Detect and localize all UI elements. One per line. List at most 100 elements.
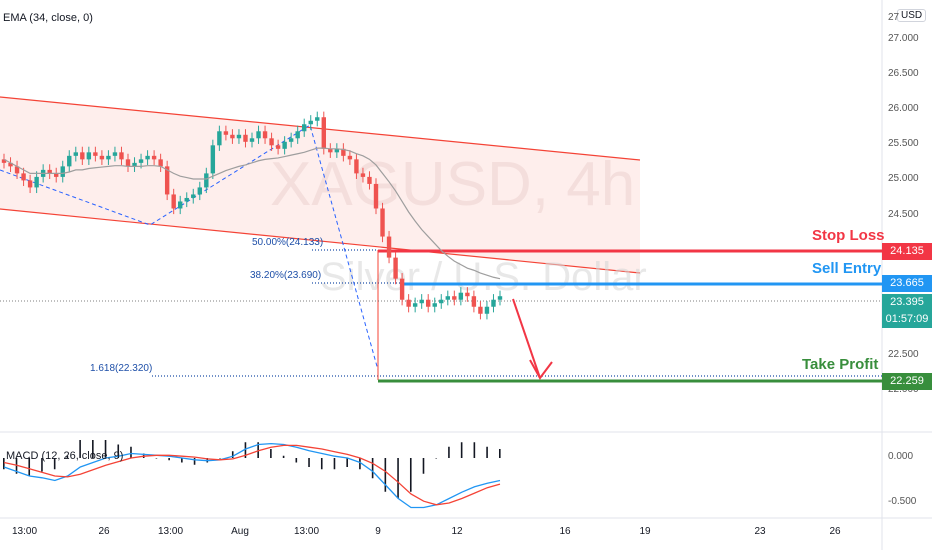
candle-body[interactable]: [426, 299, 431, 307]
candle-body[interactable]: [302, 124, 307, 132]
candle-body[interactable]: [73, 152, 78, 156]
candle-body[interactable]: [27, 180, 33, 188]
parallel-channel-fill[interactable]: [0, 97, 640, 273]
macd-histogram-bar: [460, 442, 463, 458]
candle-body[interactable]: [14, 166, 20, 174]
candle-body[interactable]: [282, 141, 287, 149]
candle-body[interactable]: [230, 134, 235, 139]
candle-body[interactable]: [491, 299, 496, 307]
candle-body[interactable]: [347, 155, 353, 160]
ema-line[interactable]: [3, 147, 501, 280]
candle-body[interactable]: [223, 131, 229, 135]
candle-body[interactable]: [478, 306, 483, 314]
candle-body[interactable]: [80, 152, 85, 160]
candle-body[interactable]: [132, 162, 137, 167]
macd-histogram-bar: [422, 458, 425, 474]
candle-body[interactable]: [439, 299, 444, 304]
forecast-arrow-line[interactable]: [512, 298, 541, 379]
candle-body[interactable]: [217, 131, 222, 146]
candle-body[interactable]: [269, 138, 274, 146]
candle-body[interactable]: [197, 187, 202, 195]
candle-body[interactable]: [184, 197, 189, 202]
channel-lower-line[interactable]: [0, 208, 641, 274]
stop-loss-badge: 24.135: [882, 243, 932, 260]
candle-body[interactable]: [210, 145, 216, 174]
candle-body[interactable]: [164, 166, 170, 195]
candle-body[interactable]: [315, 117, 320, 121]
candle-body[interactable]: [249, 138, 255, 142]
candle-body[interactable]: [106, 155, 111, 160]
candle-body[interactable]: [295, 131, 300, 139]
candle-body[interactable]: [112, 152, 118, 156]
channel-upper-line[interactable]: [0, 96, 641, 161]
candle-body[interactable]: [275, 145, 281, 149]
candle-body[interactable]: [158, 159, 163, 167]
candle-body[interactable]: [380, 208, 385, 237]
candle-body[interactable]: [125, 159, 131, 167]
time-tick: 9: [375, 526, 381, 537]
candle-body[interactable]: [236, 134, 242, 139]
signal-line[interactable]: [3, 444, 501, 506]
candle-body[interactable]: [432, 303, 437, 307]
zigzag-pattern[interactable]: [0, 124, 379, 371]
candle-body[interactable]: [171, 194, 176, 209]
candle-body[interactable]: [367, 176, 372, 184]
candle-body[interactable]: [243, 134, 248, 142]
candle-body[interactable]: [497, 296, 503, 300]
candle-body[interactable]: [1, 159, 7, 163]
candle-body[interactable]: [419, 299, 424, 304]
candle-body[interactable]: [386, 236, 392, 258]
candle-body[interactable]: [373, 183, 379, 209]
candle-body[interactable]: [399, 278, 405, 300]
candle-body[interactable]: [458, 292, 464, 300]
candle-body[interactable]: [256, 131, 261, 139]
candle-body[interactable]: [452, 296, 457, 300]
price-tick: 26.500: [888, 68, 919, 80]
macd-line[interactable]: [3, 442, 501, 509]
macd-histogram-bar: [193, 458, 196, 465]
macd-histogram-bar: [231, 451, 234, 458]
ema-indicator-label[interactable]: EMA (34, close, 0): [3, 12, 93, 24]
macd-indicator-label[interactable]: MACD (12, 26, close, 9): [6, 450, 124, 462]
candle-body[interactable]: [360, 173, 366, 177]
candle-body[interactable]: [471, 296, 477, 307]
candle-body[interactable]: [341, 148, 346, 156]
candle-body[interactable]: [191, 194, 196, 198]
candle-body[interactable]: [8, 162, 13, 167]
candle-body[interactable]: [484, 306, 490, 314]
candle-body[interactable]: [178, 201, 183, 209]
candle-body[interactable]: [99, 155, 105, 160]
candle-body[interactable]: [67, 155, 72, 167]
candle-body[interactable]: [138, 159, 144, 163]
candle-body[interactable]: [47, 169, 52, 174]
candle-body[interactable]: [354, 159, 359, 174]
candle-body[interactable]: [262, 131, 268, 139]
candle-body[interactable]: [60, 166, 65, 177]
macd-histogram-bar: [320, 458, 323, 470]
candle-body[interactable]: [321, 117, 326, 149]
candle-body[interactable]: [465, 292, 470, 297]
candle-body[interactable]: [145, 155, 150, 160]
candle-body[interactable]: [204, 173, 209, 188]
candle-body[interactable]: [34, 176, 39, 188]
candle-body[interactable]: [412, 303, 418, 307]
candle-body[interactable]: [445, 296, 450, 300]
candle-body[interactable]: [288, 138, 294, 142]
take-profit-label: Take Profit: [802, 356, 879, 373]
candle-body[interactable]: [151, 155, 157, 160]
candle-body[interactable]: [93, 152, 98, 156]
candle-body[interactable]: [393, 257, 398, 279]
candle-body[interactable]: [119, 152, 124, 160]
macd-histogram-bar: [486, 446, 488, 458]
candle-body[interactable]: [328, 148, 333, 153]
candle-body[interactable]: [86, 152, 92, 160]
currency-label[interactable]: USD: [897, 9, 927, 22]
macd-histogram-bar: [41, 458, 43, 472]
candle-body[interactable]: [406, 299, 411, 307]
candle-body[interactable]: [21, 173, 26, 181]
candle-body[interactable]: [54, 173, 59, 177]
candle-body[interactable]: [334, 148, 340, 153]
candle-body[interactable]: [308, 120, 313, 125]
time-tick: 13:00: [158, 526, 184, 537]
